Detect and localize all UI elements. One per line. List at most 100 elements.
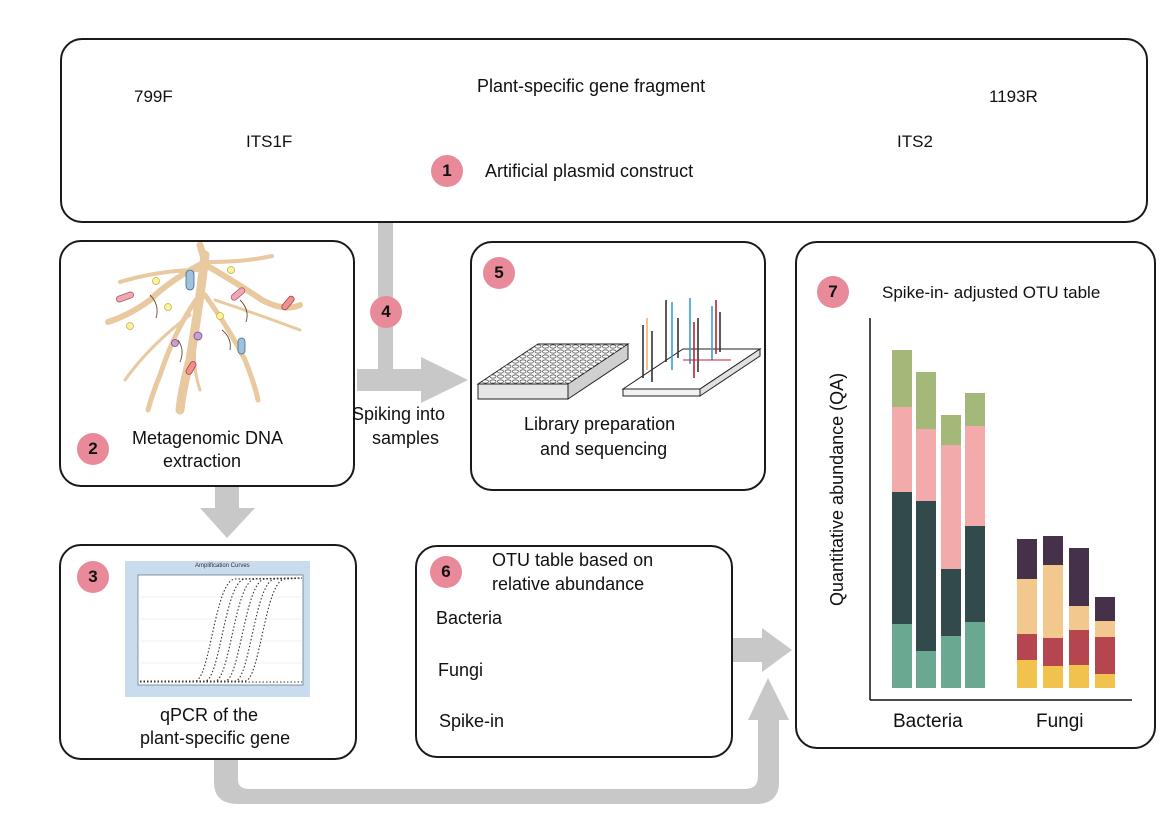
bar-segment-bacteria-2-layer-2 (916, 501, 936, 651)
otu-row-spike-in: Spike-in (439, 711, 505, 731)
plate-well (519, 364, 527, 369)
box-qpcr (59, 544, 357, 760)
plate-well (602, 354, 609, 359)
box-library (470, 241, 766, 491)
its1f-label: ITS1F (246, 132, 293, 151)
arrow-6-to-7-stem (730, 638, 764, 662)
bar-segment-fungi-6-layer-6 (1043, 638, 1063, 666)
bar-segment-bacteria-4-layer-4 (965, 393, 985, 426)
plate-well (572, 369, 579, 374)
plate-well (519, 374, 527, 379)
extraction-line1: Metagenomic DNA (132, 428, 284, 448)
step-5-badge: 5 (483, 257, 515, 289)
plate-well (557, 359, 564, 364)
library-line2: and sequencing (540, 439, 668, 459)
plate-well (549, 344, 557, 349)
plate-well (497, 374, 504, 379)
arrow-3-to-7-loop (214, 718, 779, 804)
plate-well (602, 349, 609, 354)
flow-arrows (200, 222, 792, 804)
spiking-line2: samples (372, 428, 440, 448)
plate-well (519, 379, 527, 384)
plate-well (602, 344, 609, 349)
plate-well (609, 349, 617, 354)
step-1-badge: 1 (431, 155, 463, 187)
box-plasmid (60, 38, 1148, 223)
arrow-2-to-3-head (200, 508, 255, 538)
primer-799f-label: 799F (134, 87, 173, 106)
plate-well (594, 359, 602, 364)
plate-well (549, 349, 557, 354)
root-illustration (105, 241, 303, 415)
plate-well (549, 379, 557, 384)
bar-segment-bacteria-4-layer-2 (965, 526, 985, 622)
qpcr-line2: plant-specific gene (140, 728, 291, 748)
plate-well (572, 359, 579, 364)
plate-well (534, 349, 542, 354)
plate-well (527, 354, 534, 359)
bar-segment-bacteria-1-layer-4 (892, 350, 912, 407)
plate-well (564, 369, 572, 374)
plate-well (489, 374, 497, 379)
bar-segment-bacteria-4-layer-3 (965, 426, 985, 526)
arrow-2-to-3-stem (215, 486, 239, 510)
plate-well (534, 354, 542, 359)
plate-well (482, 379, 489, 384)
primer-1193r-label: 1193R (989, 87, 1038, 106)
plate-well (617, 344, 624, 349)
plate-well (594, 344, 602, 349)
plate-well (587, 354, 594, 359)
plate-well (549, 359, 557, 364)
plate-well (504, 364, 512, 369)
bar-segment-bacteria-3-layer-1 (941, 636, 961, 688)
plate-well (557, 379, 564, 384)
bar-segment-bacteria-2-layer-3 (916, 429, 936, 501)
plate-well (564, 374, 572, 379)
plate-well (557, 349, 564, 354)
plate-well (534, 374, 542, 379)
plate-well (572, 374, 579, 379)
adjusted-title: Spike-in- adjusted OTU table (882, 283, 1101, 302)
bar-segment-fungi-6-layer-5 (1043, 666, 1063, 688)
plate-well (587, 364, 594, 369)
qpcr-line1: qPCR of the (160, 705, 259, 725)
plate-well (527, 359, 534, 364)
plate-well (549, 374, 557, 379)
plate-well (542, 369, 549, 374)
qpcr-chart-title: Amplification Curves (195, 563, 250, 569)
plate-well (587, 359, 594, 364)
bar-layer (892, 350, 1115, 688)
otu-line2: relative abundance (492, 574, 645, 594)
bar-segment-bacteria-1-layer-1 (892, 624, 912, 688)
adjusted-chart (869, 318, 1132, 701)
bar-segment-fungi-7-layer-5 (1069, 665, 1089, 688)
bar-segment-fungi-7-layer-8 (1069, 548, 1089, 606)
plate-well (572, 364, 579, 369)
plate-well (527, 369, 534, 374)
plate-well (519, 354, 527, 359)
plate-well (527, 379, 534, 384)
fragment-label: Plant-specific gene fragment (477, 76, 706, 96)
y-axis-label: Quantitative abundance (QA) (827, 372, 847, 606)
x-label-fungi: Fungi (1036, 711, 1084, 732)
bar-segment-fungi-8-layer-8 (1095, 597, 1115, 621)
plate-well (557, 364, 564, 369)
arrow-1-to-5-bar (357, 369, 423, 391)
bar-segment-fungi-6-layer-8 (1043, 536, 1063, 565)
plate-well (557, 344, 564, 349)
plate-well (557, 354, 564, 359)
bar-segment-fungi-8-layer-7 (1095, 621, 1115, 637)
plate-well (534, 359, 542, 364)
arrow-6-to-7-head (762, 628, 792, 672)
otu-row-bacteria: Bacteria (436, 608, 503, 628)
bar-segment-bacteria-3-layer-2 (941, 569, 961, 636)
plate-well (579, 364, 587, 369)
plate-well (527, 364, 534, 369)
plasmid-title: Artificial plasmid construct (485, 161, 694, 181)
plate-well (542, 349, 549, 354)
library-line1: Library preparation (524, 414, 676, 434)
plate-well (564, 354, 572, 359)
its2-label: ITS2 (897, 132, 933, 151)
plate-well (557, 374, 564, 379)
plate-well (512, 379, 519, 384)
